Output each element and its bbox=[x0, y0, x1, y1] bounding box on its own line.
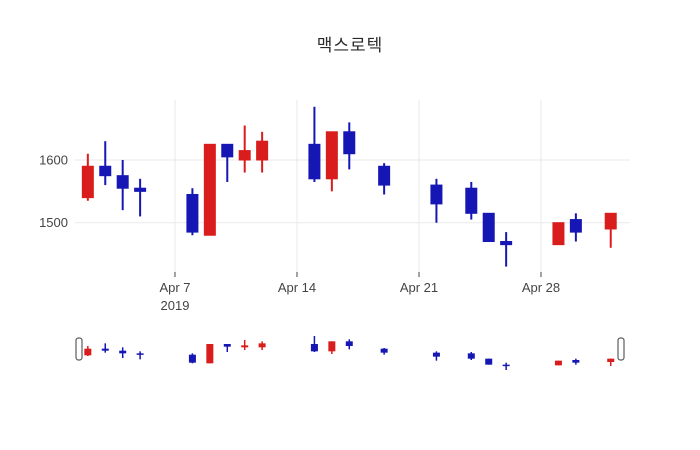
rangeslider-candle-body bbox=[206, 344, 214, 364]
rangeslider[interactable] bbox=[75, 332, 630, 374]
candle-body bbox=[482, 212, 495, 243]
candle-body bbox=[500, 241, 513, 246]
candle-body bbox=[186, 193, 199, 233]
rangeslider-candle-body bbox=[223, 344, 231, 347]
candle-body bbox=[99, 165, 112, 177]
rangeslider-candle-body bbox=[101, 348, 109, 351]
candle-body bbox=[378, 165, 391, 186]
x-axis-tick-year-label: 2019 bbox=[161, 298, 190, 313]
candle-body bbox=[465, 187, 478, 214]
rangeslider-candle-body bbox=[502, 364, 510, 367]
rangeslider-candle-body bbox=[467, 353, 475, 359]
rangeslider-candle-body bbox=[136, 353, 144, 355]
x-axis-tick-label: Apr 7 bbox=[159, 280, 190, 295]
rangeslider-candle-body bbox=[485, 358, 493, 365]
rangeslider-candle-body bbox=[345, 341, 353, 346]
candle-body bbox=[81, 165, 94, 199]
candle-body bbox=[430, 184, 443, 205]
rangeslider-candle-body bbox=[380, 348, 388, 353]
rangeslider-candle-body bbox=[310, 344, 318, 352]
rangeslider-candle-body bbox=[432, 352, 440, 357]
candle-body bbox=[134, 187, 147, 192]
chart-title: 맥스로텍 bbox=[316, 36, 384, 55]
rangeslider-candle-body bbox=[607, 358, 615, 362]
candle-body bbox=[552, 222, 565, 246]
candle-body bbox=[604, 212, 617, 230]
rangeslider-candle-body bbox=[241, 345, 249, 348]
rangeslider-candle-body bbox=[258, 343, 266, 348]
rangeslider-candle-body bbox=[554, 360, 562, 366]
candle-body bbox=[343, 131, 356, 155]
rangeslider-handle-left[interactable] bbox=[75, 337, 83, 361]
candle-body bbox=[256, 140, 269, 161]
candle-body bbox=[325, 131, 338, 180]
y-axis-tick-label: 1500 bbox=[39, 215, 68, 230]
rangeslider-handle-right[interactable] bbox=[617, 337, 625, 361]
rangeslider-candle-body bbox=[188, 354, 196, 363]
x-axis-tick-label: Apr 14 bbox=[278, 280, 316, 295]
x-axis-tick-label: Apr 28 bbox=[522, 280, 560, 295]
y-axis-tick-label: 1600 bbox=[39, 153, 68, 168]
candle-body bbox=[569, 219, 582, 233]
candle-body bbox=[238, 150, 251, 161]
rangeslider-candle-body bbox=[572, 360, 580, 363]
rangeslider-candle-body bbox=[119, 350, 127, 354]
rangeslider-candle-body bbox=[328, 341, 336, 352]
candle-body bbox=[221, 143, 234, 158]
candle-body bbox=[308, 143, 321, 180]
candle-body bbox=[116, 175, 129, 189]
rangeslider-candle-body bbox=[84, 348, 92, 356]
candle-body bbox=[203, 143, 216, 236]
plot-area[interactable] bbox=[75, 100, 630, 272]
x-axis-tick-label: Apr 21 bbox=[400, 280, 438, 295]
